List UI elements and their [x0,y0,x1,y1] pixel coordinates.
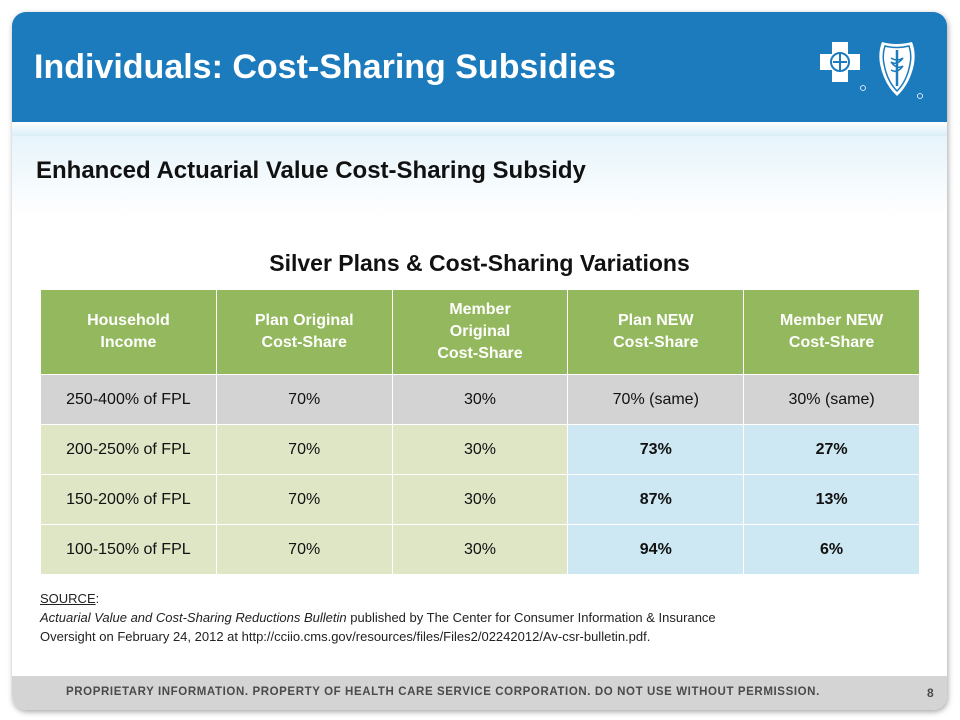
table-cell-plan-new: 73% [567,424,745,475]
table-cell-member-original: 30% [391,374,569,425]
bcbs-logos [820,42,923,99]
table-cell-member-new: 13% [743,474,920,525]
page-title: Individuals: Cost-Sharing Subsidies [34,48,616,86]
column-header-member-new: Member NEW Cost-Share [743,289,920,375]
table-cell-income: 250-400% of FPL [40,374,217,425]
source-text: published by The Center for Consumer Inf… [40,610,716,644]
cost-sharing-table: Household Income Plan Original Cost-Shar… [40,289,920,575]
table-cell-plan-original: 70% [215,374,393,425]
table-cell-plan-original: 70% [215,524,393,575]
section-subtitle: Enhanced Actuarial Value Cost-Sharing Su… [36,157,586,184]
source-document-title: Actuarial Value and Cost-Sharing Reducti… [40,610,347,625]
header-divider [12,122,947,136]
table-cell-member-new: 6% [743,524,920,575]
source-label: SOURCE [40,591,96,606]
table-cell-income: 150-200% of FPL [40,474,217,525]
table-cell-income: 200-250% of FPL [40,424,217,475]
table-row: 100-150% of FPL 70% 30% 94% 6% [40,524,920,575]
table-cell-plan-original: 70% [215,424,393,475]
blue-shield-logo [879,42,923,99]
table-cell-member-original: 30% [391,474,569,525]
slide: Individuals: Cost-Sharing Subsidies Enha… [12,12,947,710]
table-header-row: Household Income Plan Original Cost-Shar… [40,289,920,375]
table-cell-member-original: 30% [391,524,569,575]
table-title: Silver Plans & Cost-Sharing Variations [269,250,690,276]
column-header-household-income: Household Income [40,289,217,375]
table-cell-income: 100-150% of FPL [40,524,217,575]
table-row: 200-250% of FPL 70% 30% 73% 27% [40,424,920,475]
table-cell-plan-new: 94% [567,524,745,575]
table-cell-member-original: 30% [391,424,569,475]
header-bar: Individuals: Cost-Sharing Subsidies [12,12,947,122]
footer-bar: PROPRIETARY INFORMATION. PROPERTY OF HEA… [12,676,947,710]
column-header-plan-new: Plan NEW Cost-Share [567,289,745,375]
blue-cross-logo [820,42,866,91]
column-header-member-original: Member Original Cost-Share [391,289,569,375]
page-number: 8 [927,686,934,700]
table-cell-plan-new: 70% (same) [567,374,745,425]
table-row: 150-200% of FPL 70% 30% 87% 13% [40,474,920,525]
table-cell-member-new: 30% (same) [743,374,920,425]
table-cell-plan-original: 70% [215,474,393,525]
column-header-plan-original: Plan Original Cost-Share [215,289,393,375]
source-note: SOURCE: Actuarial Value and Cost-Sharing… [40,591,716,644]
footer-disclaimer: PROPRIETARY INFORMATION. PROPERTY OF HEA… [66,686,820,698]
table-cell-member-new: 27% [743,424,920,475]
table-cell-plan-new: 87% [567,474,745,525]
table-row: 250-400% of FPL 70% 30% 70% (same) 30% (… [40,374,920,425]
